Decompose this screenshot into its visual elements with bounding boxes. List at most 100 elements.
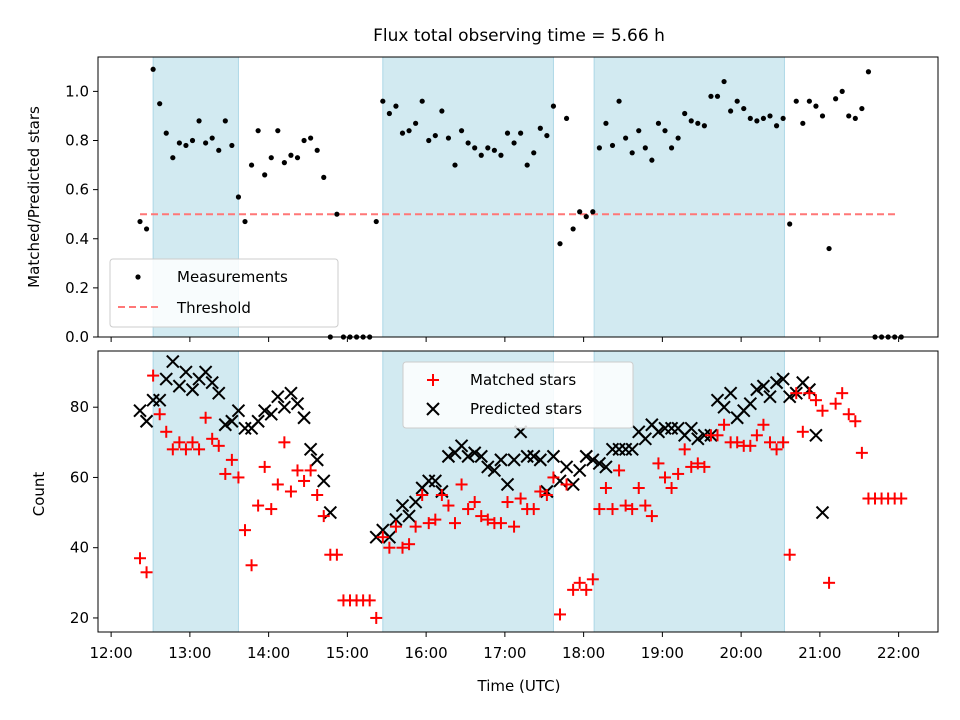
measurement-point xyxy=(603,120,609,126)
matched-point xyxy=(803,387,816,400)
predicted-point xyxy=(743,396,758,411)
measurement-point xyxy=(301,137,307,144)
measurement-point xyxy=(242,218,248,225)
x-tick-label: 20:00 xyxy=(720,644,763,662)
matched-point xyxy=(173,436,186,449)
matched-point xyxy=(265,503,278,516)
matched-point xyxy=(501,496,514,509)
matched-point xyxy=(389,520,402,533)
measurement-point xyxy=(262,172,268,178)
predicted-point xyxy=(271,389,285,404)
matched-point xyxy=(291,464,304,477)
predicted-point xyxy=(251,414,265,428)
matched-point xyxy=(475,510,488,523)
measurement-point xyxy=(754,118,760,124)
matched-point xyxy=(403,538,416,551)
predicted-point xyxy=(422,474,436,488)
predicted-point xyxy=(579,449,593,464)
legend-measurements-label: Measurements xyxy=(177,268,288,286)
predicted-point xyxy=(284,386,298,400)
matched-point xyxy=(632,481,645,494)
matched-point xyxy=(363,594,376,607)
predicted-point xyxy=(612,442,626,457)
shaded-interval xyxy=(593,56,785,338)
x-tick-label: 14:00 xyxy=(247,644,290,662)
matched-point xyxy=(206,432,219,445)
matched-point xyxy=(232,471,245,484)
measurement-point xyxy=(734,98,740,104)
matched-point xyxy=(193,443,206,456)
predicted-point xyxy=(139,414,154,428)
x-tick-label: 12:00 xyxy=(90,644,133,662)
measurement-point xyxy=(314,147,320,153)
matched-point xyxy=(586,573,599,586)
predicted-point xyxy=(756,379,771,393)
measurement-point xyxy=(714,93,721,99)
matched-point xyxy=(672,467,685,480)
matched-point xyxy=(160,425,173,438)
matched-point xyxy=(455,478,468,491)
measurement-point xyxy=(288,152,294,158)
legend-measurements-marker xyxy=(135,274,141,280)
measurement-point xyxy=(741,105,747,112)
measurement-point xyxy=(642,145,648,151)
measurement-point xyxy=(839,88,845,94)
predicted-point xyxy=(257,404,272,418)
predicted-point xyxy=(159,372,173,386)
measurement-point xyxy=(682,110,688,117)
measurement-point xyxy=(767,113,773,119)
matched-point xyxy=(298,474,311,487)
matched-point xyxy=(252,499,265,512)
top-plot-frame xyxy=(97,56,939,338)
measurement-points xyxy=(137,66,904,340)
predicted-point xyxy=(559,460,574,474)
predicted-point xyxy=(408,495,423,509)
predicted-point xyxy=(520,449,534,464)
measurement-point xyxy=(590,209,596,215)
matched-point xyxy=(416,489,429,502)
predicted-points xyxy=(133,354,830,544)
measurement-point xyxy=(583,214,589,220)
predicted-point xyxy=(500,477,515,492)
bottom-legend-box xyxy=(402,361,634,429)
top-panel: 0.0 0.2 0.4 0.6 0.8 1.0 Matched/Predicted sta… xyxy=(25,56,939,346)
matched-point xyxy=(258,460,271,473)
matched-point xyxy=(895,492,908,505)
measurement-point xyxy=(439,108,445,114)
x-tick-label: 19:00 xyxy=(641,644,684,662)
matched-point xyxy=(219,467,232,480)
bottom-y-axis: 20 40 60 80 xyxy=(70,398,98,627)
predicted-point xyxy=(494,453,508,467)
measurement-point xyxy=(760,115,767,122)
matched-point xyxy=(494,517,507,530)
matched-point xyxy=(790,387,803,400)
matched-point xyxy=(330,548,343,561)
matched-point xyxy=(212,439,225,452)
bottom-legend: Matched stars Predicted stars xyxy=(402,361,634,429)
measurement-point xyxy=(531,150,537,156)
matched-point xyxy=(278,436,291,449)
predicted-point xyxy=(212,386,226,400)
matched-point xyxy=(816,404,829,417)
y-tick-label: 0.8 xyxy=(65,132,89,150)
matched-point xyxy=(284,485,297,498)
predicted-point xyxy=(205,375,219,390)
measurement-point xyxy=(662,128,668,134)
matched-point xyxy=(166,443,179,456)
measurement-point xyxy=(813,103,819,109)
measurement-point xyxy=(800,120,806,126)
predicted-point xyxy=(185,382,200,397)
measurement-point xyxy=(524,162,530,168)
measurement-point xyxy=(137,218,143,225)
top-legend-box xyxy=(109,258,339,328)
measurement-point xyxy=(728,108,734,114)
measurement-point xyxy=(176,140,182,146)
chart-title: Flux total observing time = 5.66 h xyxy=(373,26,665,46)
predicted-point xyxy=(166,354,180,369)
measurement-point xyxy=(294,155,301,161)
predicted-point xyxy=(303,442,318,457)
measurement-point xyxy=(616,98,622,104)
predicted-point xyxy=(527,449,541,464)
bottom-y-axis-label: Count xyxy=(30,472,48,517)
